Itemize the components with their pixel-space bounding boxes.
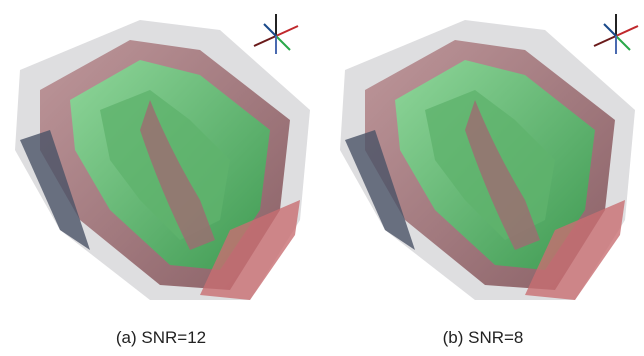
figure: (a) SNR=12 (b) SNR=8 [0,0,644,356]
axes-icon [254,14,298,54]
caption: (b) SNR=8 [322,328,644,348]
renderings [0,0,644,356]
rendering-b [340,20,635,300]
axes-icon [594,14,638,54]
caption: (a) SNR=12 [0,328,322,348]
rendering-a [15,20,310,300]
